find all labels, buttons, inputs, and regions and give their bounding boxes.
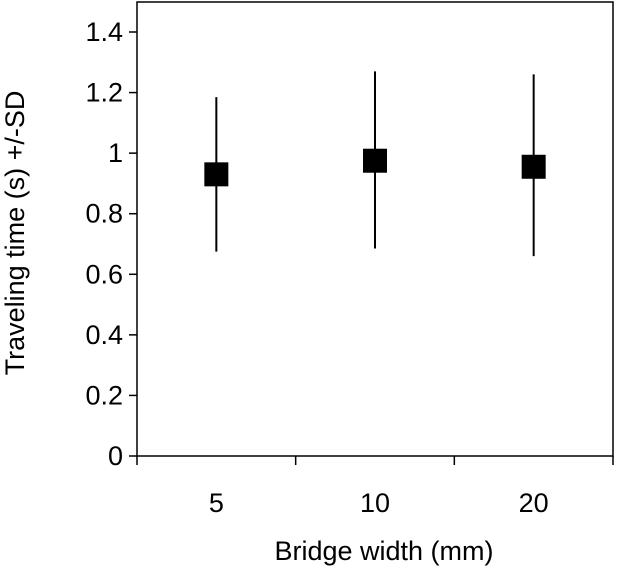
plot-frame <box>136 1 614 457</box>
x-category-label: 10 <box>360 488 390 518</box>
y-axis: 0 0.2 0.4 0.6 0.8 1 1.2 1.4 <box>85 17 137 471</box>
data-point-marker <box>521 154 546 179</box>
y-tick-label: 0.8 <box>85 199 123 229</box>
y-tick-label: 1.4 <box>85 17 123 47</box>
y-tick-label: 0.4 <box>85 320 123 350</box>
y-tick-label: 0.2 <box>85 380 123 410</box>
y-axis-title: Traveling time (s) +/-SD <box>0 91 30 376</box>
y-tick-label: 1.2 <box>85 78 123 108</box>
x-category-label: 20 <box>519 488 549 518</box>
y-tick-label: 0.6 <box>85 259 123 289</box>
data-point-marker <box>363 148 387 173</box>
data-marks <box>204 71 546 257</box>
x-category-label: 5 <box>209 488 224 518</box>
x-axis: 5 10 20 <box>136 456 614 518</box>
y-tick-label: 1 <box>108 138 123 168</box>
x-axis-title: Bridge width (mm) <box>274 536 493 566</box>
plot-frame-group <box>136 1 614 457</box>
data-point-marker <box>204 162 229 187</box>
y-tick-label: 0 <box>108 441 123 471</box>
